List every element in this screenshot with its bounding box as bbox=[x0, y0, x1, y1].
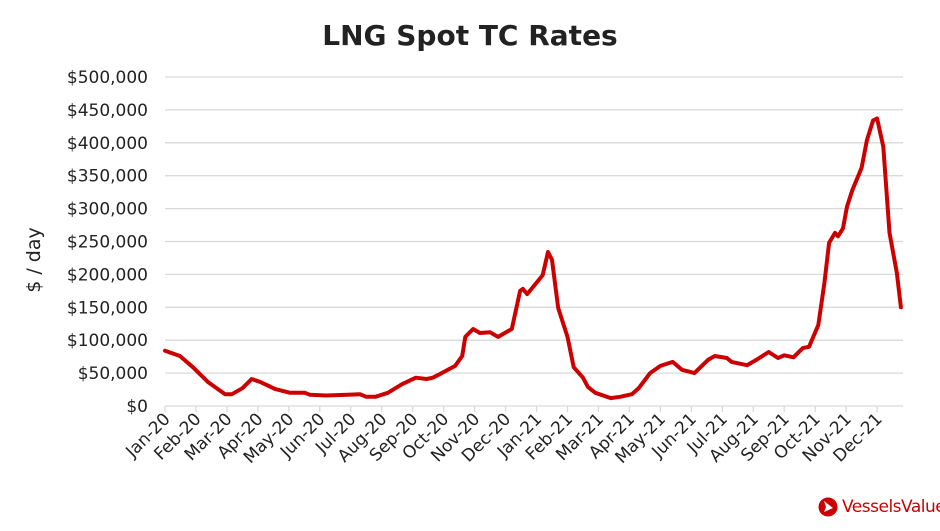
y-tick-label: $50,000 bbox=[78, 364, 148, 384]
y-tick-label: $400,000 bbox=[67, 134, 148, 154]
y-tick-label: $500,000 bbox=[67, 68, 148, 88]
series-line bbox=[163, 116, 903, 401]
y-tick-label: $150,000 bbox=[67, 298, 148, 318]
y-tick-label: $450,000 bbox=[67, 101, 148, 121]
y-tick-label: $300,000 bbox=[67, 200, 148, 220]
y-tick-label: $350,000 bbox=[67, 167, 148, 187]
y-tick-label: $100,000 bbox=[67, 331, 148, 351]
y-tick-label: $0 bbox=[126, 397, 148, 417]
y-axis-label: $ / day bbox=[23, 227, 45, 293]
y-tick-label: $250,000 bbox=[67, 233, 148, 253]
chart-title: LNG Spot TC Rates bbox=[322, 19, 617, 52]
vesselsvalue-logo: VesselsValue bbox=[818, 497, 940, 517]
y-tick-label: $200,000 bbox=[67, 265, 148, 285]
vesselsvalue-logo-icon bbox=[818, 497, 838, 517]
logo-text: VesselsValue bbox=[842, 497, 940, 517]
